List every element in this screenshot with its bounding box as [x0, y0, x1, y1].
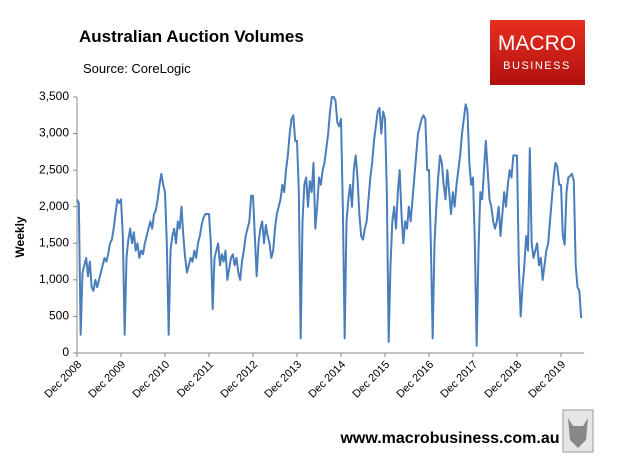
y-axis-label: Weekly: [13, 216, 27, 257]
y-tick-label: 2,000: [39, 199, 69, 213]
chart-subtitle: Source: CoreLogic: [83, 61, 191, 76]
y-tick-label: 1,500: [39, 235, 69, 249]
logo-text: MACRO: [498, 32, 576, 55]
logo-text: BUSINESS: [503, 60, 571, 72]
data-line: [76, 96, 583, 347]
y-tick-label: 1,000: [39, 272, 69, 286]
logo: [490, 20, 585, 85]
chart-title: Australian Auction Volumes: [79, 27, 304, 46]
y-tick-label: 3,000: [39, 126, 69, 140]
footer-url: www.macrobusiness.com.au: [339, 430, 559, 447]
y-tick-label: 3,500: [39, 89, 69, 103]
wolf-icon: [562, 409, 594, 453]
y-tick-label: 500: [49, 309, 69, 323]
y-tick-label: 2,500: [39, 162, 69, 176]
y-tick-label: 0: [62, 345, 69, 359]
